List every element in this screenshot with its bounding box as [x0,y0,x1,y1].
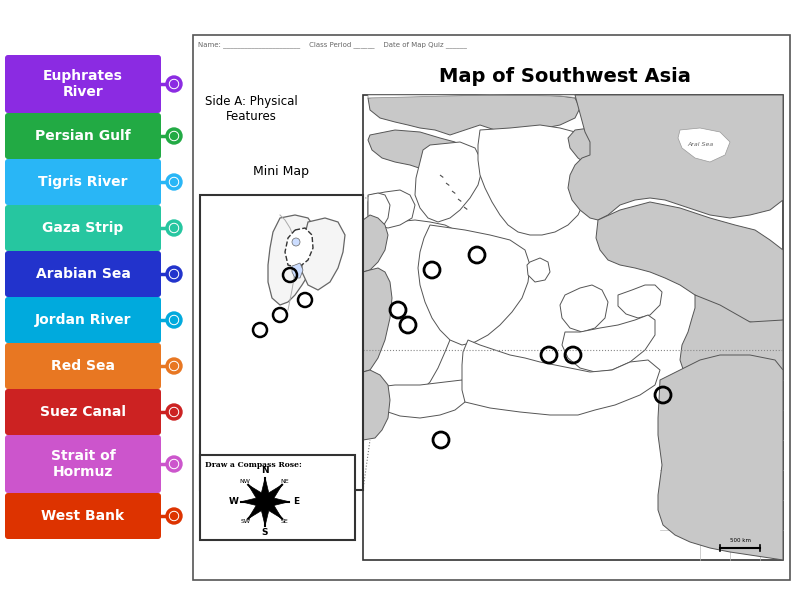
Text: NW: NW [240,479,250,484]
Text: NE: NE [281,479,290,484]
Circle shape [170,131,178,140]
Text: SW: SW [240,519,250,524]
Circle shape [170,224,178,232]
Text: Arabian Sea: Arabian Sea [35,267,130,281]
Polygon shape [363,215,388,272]
Circle shape [166,220,182,236]
Text: Tigris River: Tigris River [38,175,128,189]
Polygon shape [562,315,655,372]
Polygon shape [418,225,530,345]
Polygon shape [241,478,289,526]
Circle shape [170,178,178,187]
Polygon shape [462,340,660,415]
Circle shape [170,133,178,139]
Polygon shape [370,380,468,418]
Text: 500 km: 500 km [730,538,750,543]
FancyBboxPatch shape [5,55,161,113]
Circle shape [166,128,182,144]
Text: Side A: Physical
Features: Side A: Physical Features [205,95,298,123]
Bar [193,35,790,580]
FancyBboxPatch shape [5,251,161,297]
Circle shape [170,407,178,416]
Circle shape [166,404,182,420]
Text: S: S [262,528,268,537]
Text: Persian Gulf: Persian Gulf [35,129,131,143]
Polygon shape [560,285,608,332]
Text: Mini Map: Mini Map [253,165,309,178]
Polygon shape [568,128,618,168]
Circle shape [166,76,182,92]
Bar [363,95,783,560]
Circle shape [292,238,300,246]
FancyBboxPatch shape [5,389,161,435]
Circle shape [166,312,182,328]
Text: N: N [262,466,269,475]
Polygon shape [568,95,783,220]
Polygon shape [285,228,313,268]
Polygon shape [527,258,550,282]
Bar [200,455,355,540]
Circle shape [170,317,178,323]
Polygon shape [302,218,345,290]
Circle shape [170,460,178,469]
Text: E: E [293,497,299,506]
Circle shape [166,358,182,374]
Circle shape [170,79,178,88]
Polygon shape [368,95,580,98]
Text: West Bank: West Bank [42,509,125,523]
Text: Jordan River: Jordan River [34,313,131,327]
Polygon shape [368,130,462,172]
Polygon shape [658,355,783,560]
Circle shape [166,456,182,472]
Text: Red Sea: Red Sea [51,359,115,373]
FancyBboxPatch shape [5,113,161,159]
Circle shape [170,409,178,415]
Polygon shape [363,370,390,440]
Polygon shape [596,202,783,325]
Polygon shape [368,190,415,228]
FancyBboxPatch shape [5,493,161,539]
Text: Map of Southwest Asia: Map of Southwest Asia [439,67,691,85]
Polygon shape [363,268,392,372]
Circle shape [170,512,178,520]
Polygon shape [368,193,390,232]
Text: SE: SE [281,519,289,524]
Polygon shape [268,215,318,305]
Circle shape [170,269,178,278]
Polygon shape [478,125,592,235]
Circle shape [166,508,182,524]
Circle shape [170,362,178,370]
Text: Aral Sea: Aral Sea [687,142,713,148]
Circle shape [170,179,178,185]
Text: Name: ______________________    Class Period ______    Date of Map Quiz ______: Name: ______________________ Class Perio… [198,41,467,49]
FancyBboxPatch shape [5,435,161,493]
Text: Suez Canal: Suez Canal [40,405,126,419]
Polygon shape [368,220,465,405]
Polygon shape [618,285,662,318]
Circle shape [170,361,178,370]
Circle shape [170,80,178,88]
Polygon shape [415,142,482,222]
Text: Draw a Compass Rose:: Draw a Compass Rose: [205,461,302,469]
Polygon shape [680,295,783,425]
Circle shape [170,511,178,520]
Polygon shape [292,263,303,278]
Text: Strait of
Hormuz: Strait of Hormuz [50,449,115,479]
FancyBboxPatch shape [5,297,161,343]
FancyBboxPatch shape [5,343,161,389]
Polygon shape [368,95,580,135]
Text: Euphrates
River: Euphrates River [43,69,123,99]
FancyBboxPatch shape [5,205,161,251]
Circle shape [170,461,178,467]
Circle shape [170,223,178,232]
Text: Gaza Strip: Gaza Strip [42,221,124,235]
Circle shape [170,316,178,325]
Text: W: W [229,497,239,506]
FancyBboxPatch shape [5,159,161,205]
Circle shape [166,266,182,282]
Polygon shape [678,128,730,162]
Circle shape [166,174,182,190]
Circle shape [170,271,178,277]
Bar [200,195,363,490]
